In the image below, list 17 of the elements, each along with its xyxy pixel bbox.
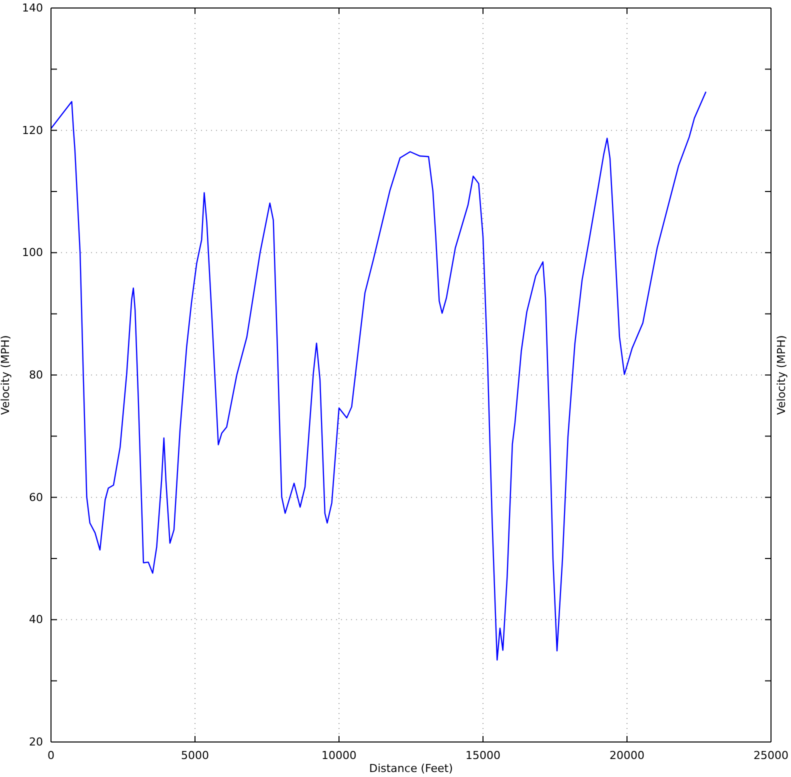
x-tick-label: 5000 bbox=[181, 748, 209, 762]
y-tick-label: 100 bbox=[22, 246, 43, 260]
x-tick-label: 10000 bbox=[322, 748, 356, 762]
y-tick-label: 140 bbox=[22, 2, 43, 15]
x-tick-label: 20000 bbox=[610, 748, 644, 762]
y2-axis-title: Velocity (MPH) bbox=[775, 335, 788, 415]
y-tick-label: 20 bbox=[29, 736, 43, 749]
x-axis-title: Distance (Feet) bbox=[369, 762, 453, 775]
y-tick-label: 80 bbox=[29, 368, 43, 382]
y-tick-label: 120 bbox=[22, 124, 43, 137]
x-tick-label: 0 bbox=[48, 748, 54, 762]
x-tick-label: 15000 bbox=[466, 748, 500, 762]
y-tick-label: 60 bbox=[29, 490, 43, 504]
line-series bbox=[50, 91, 707, 661]
y-axis-title: Velocity (MPH) bbox=[0, 335, 12, 415]
y-tick-label: 40 bbox=[29, 613, 43, 626]
x-tick-label: 25000 bbox=[754, 748, 788, 762]
